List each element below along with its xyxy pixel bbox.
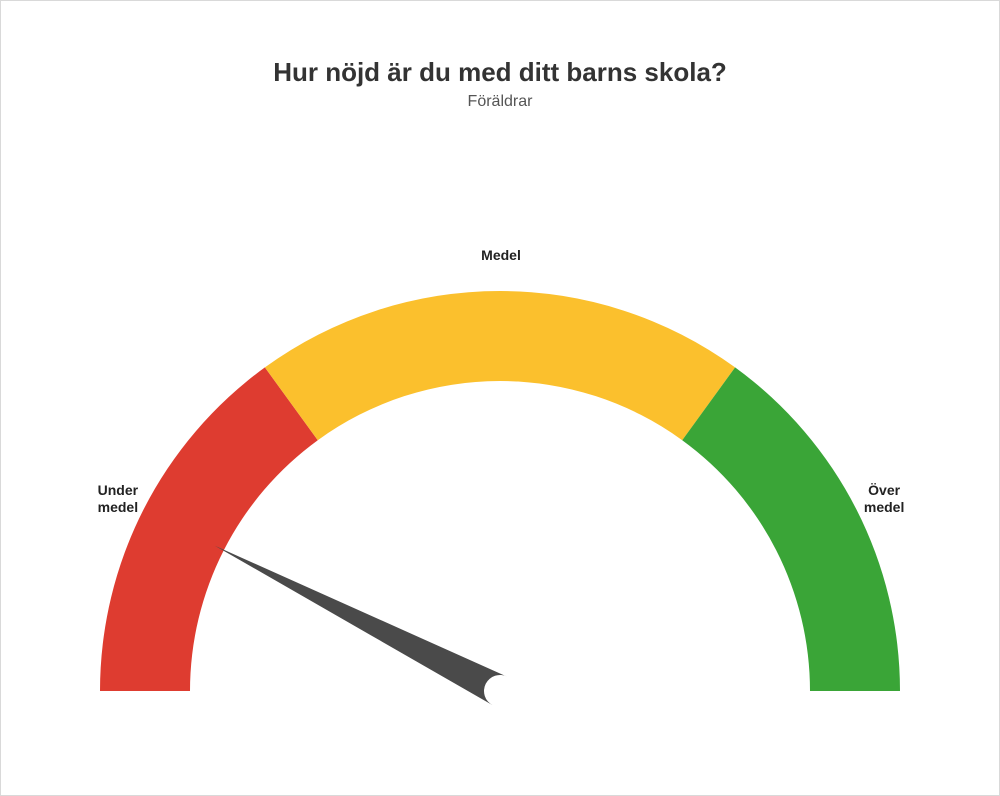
gauge-svg — [20, 161, 980, 721]
gauge-chart — [1, 161, 999, 726]
segment-label-medel: Medel — [461, 247, 541, 265]
gauge-segment — [100, 367, 318, 691]
gauge-needle — [215, 546, 507, 706]
segment-label-under-medel: Under medel — [78, 482, 158, 517]
chart-title: Hur nöjd är du med ditt barns skola? — [1, 57, 999, 88]
gauge-segment — [265, 291, 735, 440]
chart-frame: Hur nöjd är du med ditt barns skola? För… — [0, 0, 1000, 796]
segment-label-over-medel: Över medel — [844, 482, 924, 517]
chart-subtitle: Föräldrar — [1, 93, 999, 111]
gauge-segment — [682, 367, 900, 691]
